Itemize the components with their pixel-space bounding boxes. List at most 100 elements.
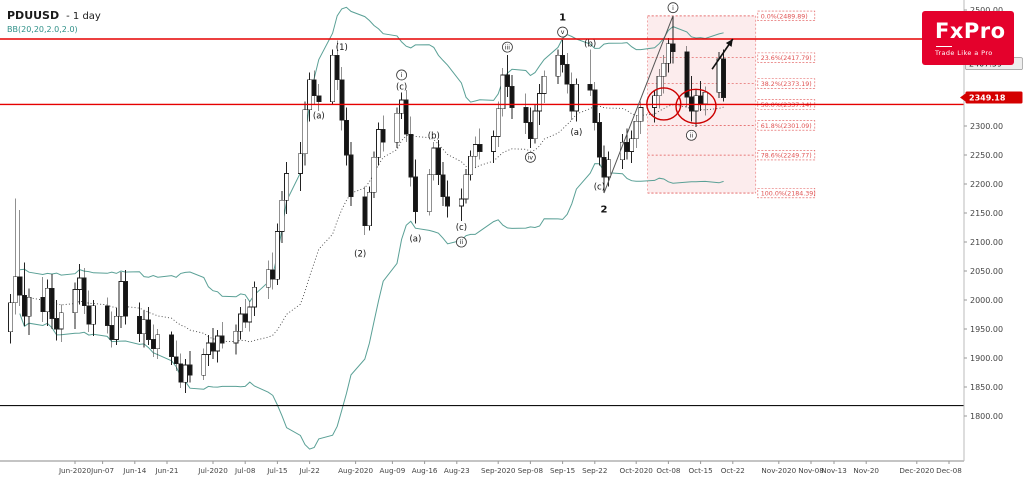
candle [233,330,239,344]
candle [17,276,23,296]
svg-text:(c): (c) [396,83,407,93]
wave-label: i [396,69,408,81]
bollinger-middle-band [19,104,724,343]
svg-text:50.0%(2337.14): 50.0%(2337.14) [761,102,812,109]
wave-label: iii [501,41,513,53]
candle [201,354,207,376]
time-tick-label: Oct-22 [721,466,745,475]
svg-text:i: i [672,5,674,12]
candle [693,95,699,112]
wave-label: (c) [456,223,467,233]
wave-label: iv [525,151,536,163]
candle [210,342,216,352]
candle [270,269,276,280]
svg-text:61.8%(2301.09): 61.8%(2301.09) [761,123,812,130]
candle [698,95,704,105]
candle [90,305,96,325]
time-tick-label: Jun-21 [155,466,179,475]
time-tick-label: Sep-08 [518,466,544,475]
candle [81,277,87,307]
candle [560,54,566,65]
candle [541,75,547,94]
candle [302,109,308,155]
candle [606,159,612,178]
candle [104,305,110,326]
candle [431,147,437,176]
wave-label: (c) [594,182,605,192]
time-tick-label: Oct-2020 [620,466,654,475]
candle [242,313,248,323]
candle [215,335,221,352]
candle [343,119,349,156]
candle [330,54,336,102]
time-tick-label: Jun-07 [90,466,114,475]
wave-label: 2 [601,205,608,216]
fib-level-label: 78.6%(2249.77) [757,150,816,161]
highlight-circle [646,87,682,121]
candle [113,315,119,340]
bollinger-upper-band [19,6,724,303]
candle [596,122,602,158]
svg-text:(2): (2) [354,250,366,260]
candle [251,286,257,308]
candle [592,89,598,123]
svg-text:(a): (a) [570,128,582,138]
svg-text:iv: iv [528,155,534,162]
time-tick-label: Dec-2020 [899,466,934,475]
candle [629,138,635,152]
candle [238,313,244,332]
candle [362,196,368,227]
candle [265,269,271,288]
wave-label: (a) [313,112,325,122]
candle [40,296,46,312]
candle [458,198,464,207]
time-axis[interactable]: Jun-2020 Jun-07 Jun-14 Jun-21 Jul-2020 Jul-08… [58,461,962,475]
candle [500,74,506,109]
candle [376,129,382,158]
price-tick-label: 1800.00 [970,412,1003,421]
wave-label: v [557,26,568,38]
fxpro-logo: FxPro Trade Like a Pro [922,11,1014,65]
highlight-circle [675,88,717,124]
fib-level-label: 0.0%(2489.89) [757,10,816,21]
wave-label: (a) [409,235,421,245]
candle [394,112,400,143]
candle [670,43,676,53]
candle [274,231,280,280]
time-tick-label: Jul-08 [234,466,256,475]
candle [72,289,78,314]
candle [247,306,253,323]
candle [136,315,142,334]
candle [54,318,60,330]
price-tick-label: 2500.00 [970,6,1003,15]
time-tick-label: Aug-23 [444,466,470,475]
candle [284,173,290,201]
candle [564,64,570,85]
logo-rule [936,46,952,47]
candle [297,153,303,174]
candle [279,199,285,232]
candle [155,334,161,350]
svg-text:(b): (b) [584,40,596,50]
current-price-badge: 2349.18 [960,91,1023,104]
time-tick-label: Nov-20 [853,466,879,475]
candle [573,83,579,112]
svg-text:ii: ii [460,239,464,246]
svg-text:i: i [401,72,403,79]
time-tick-label: Nov-08 [798,466,824,475]
svg-text:v: v [561,29,565,36]
svg-text:(1): (1) [336,43,348,53]
wave-label: 1 [559,13,566,24]
candle [504,74,510,87]
candle [348,154,354,198]
svg-text:0.0%(2489.89): 0.0%(2489.89) [761,13,808,20]
candles-layer[interactable] [8,15,727,393]
candle [118,281,124,317]
candle [49,288,55,319]
time-tick-label: Sep-2020 [481,466,516,475]
wave-label: (b) [584,40,596,50]
time-tick-label: Nov-2020 [761,466,796,475]
time-tick-label: Aug-16 [412,466,438,475]
candle [527,122,533,140]
